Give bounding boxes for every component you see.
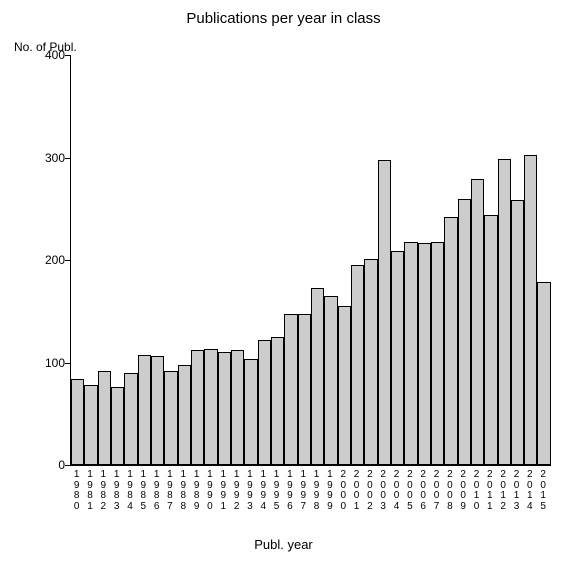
bar [258, 340, 271, 465]
bar [471, 179, 484, 465]
x-tick-label: 1992 [230, 470, 243, 512]
x-tick-label: 1988 [177, 470, 190, 512]
x-tick-label: 2008 [443, 470, 456, 512]
x-tick-label: 1985 [137, 470, 150, 512]
bar [164, 371, 177, 465]
bar [524, 155, 537, 465]
x-tick-label: 2000 [337, 470, 350, 512]
x-tick-label: 2002 [363, 470, 376, 512]
bar [444, 217, 457, 465]
bar [71, 379, 84, 465]
bar [537, 282, 550, 465]
x-tick-label: 1990 [203, 470, 216, 512]
bar [138, 355, 151, 465]
bar [378, 160, 391, 465]
bar [511, 200, 524, 465]
x-tick-label: 2011 [483, 470, 496, 512]
bar [418, 243, 431, 465]
bar [178, 365, 191, 465]
bar [431, 242, 444, 465]
bar [458, 199, 471, 466]
x-tick-label: 1987 [163, 470, 176, 512]
bar [244, 359, 257, 465]
bar [191, 350, 204, 465]
x-tick-label: 2007 [430, 470, 443, 512]
x-tick-label: 1994 [257, 470, 270, 512]
y-tick-label: 200 [25, 253, 65, 267]
bar [204, 349, 217, 465]
bar [298, 314, 311, 465]
x-tick-label: 1996 [283, 470, 296, 512]
x-tick-label: 2013 [510, 470, 523, 512]
x-tick-label: 2005 [403, 470, 416, 512]
x-axis-title: Publ. year [0, 537, 567, 552]
x-labels-group: 1980198119821983198419851986198719881989… [70, 470, 550, 512]
x-tick-label: 2003 [377, 470, 390, 512]
x-tick-label: 2012 [497, 470, 510, 512]
x-tick-label: 2009 [457, 470, 470, 512]
y-tick-label: 0 [25, 458, 65, 472]
bar [98, 371, 111, 465]
x-tick-label: 2001 [350, 470, 363, 512]
bar [111, 387, 124, 465]
x-tick-label: 1989 [190, 470, 203, 512]
y-tick-label: 400 [25, 48, 65, 62]
bar [271, 337, 284, 465]
x-tick-label: 2010 [470, 470, 483, 512]
bar [351, 265, 364, 465]
bar [284, 314, 297, 465]
bar [391, 251, 404, 465]
x-tick-label: 2004 [390, 470, 403, 512]
x-tick-label: 1997 [297, 470, 310, 512]
bar [84, 385, 97, 465]
x-tick-label: 1983 [110, 470, 123, 512]
bar [311, 288, 324, 465]
bar [498, 159, 511, 465]
plot-area [70, 55, 551, 466]
x-tick-label: 1982 [97, 470, 110, 512]
y-tick-label: 100 [25, 356, 65, 370]
x-tick-label: 1991 [217, 470, 230, 512]
publications-bar-chart: Publications per year in class No. of Pu… [0, 0, 567, 567]
x-tick-label: 1999 [323, 470, 336, 512]
chart-title: Publications per year in class [0, 10, 567, 27]
bars-group [71, 55, 551, 465]
bar [218, 352, 231, 465]
x-tick-label: 1981 [83, 470, 96, 512]
bar [324, 296, 337, 465]
bar [124, 373, 137, 465]
x-tick-label: 1986 [150, 470, 163, 512]
y-tick-label: 300 [25, 151, 65, 165]
x-tick-label: 1980 [70, 470, 83, 512]
bar [404, 242, 417, 465]
bar [364, 259, 377, 465]
bar [338, 306, 351, 465]
bar [231, 350, 244, 465]
x-tick-label: 2015 [536, 470, 549, 512]
x-tick-label: 2006 [417, 470, 430, 512]
bar [484, 215, 497, 465]
x-tick-label: 1995 [270, 470, 283, 512]
bar [151, 356, 164, 465]
x-tick-label: 1998 [310, 470, 323, 512]
x-tick-label: 2014 [523, 470, 536, 512]
x-tick-label: 1993 [243, 470, 256, 512]
x-tick-label: 1984 [123, 470, 136, 512]
